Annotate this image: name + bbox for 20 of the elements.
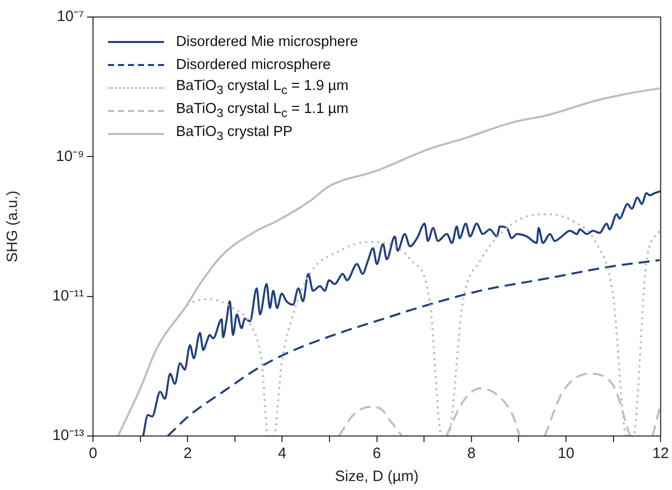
x-tick-label: 0: [88, 445, 98, 462]
x-tick-label: 4: [278, 445, 286, 462]
x-tick-label: 10: [558, 445, 574, 462]
x-axis-title: Size, D (µm): [335, 468, 419, 486]
legend-label: BaTiO$_{3}$ crystal L$_{c}$ = 1.1 µm: [176, 101, 348, 120]
y-axis-title: SHG (a.u.): [4, 190, 22, 262]
x-tick-label: 2: [183, 445, 192, 462]
x-tick-label: 6: [372, 445, 381, 462]
line-series: [142, 190, 661, 436]
x-tick-label: 12: [652, 445, 669, 462]
legend-label: BaTiO$_{3}$ crystal PP: [176, 124, 293, 143]
y-tick-label: 10⁻¹³: [52, 427, 84, 444]
y-tick-label: 10⁻⁷: [56, 8, 84, 26]
line-series: [166, 259, 661, 436]
y-tick-label: 10⁻⁹: [56, 148, 84, 165]
y-tick-label: 10⁻¹¹: [52, 287, 84, 304]
legend-label: Disordered Mie microsphere: [176, 34, 358, 50]
legend-label: Disordered microsphere: [176, 56, 331, 72]
legend-label: BaTiO$_{3}$ crystal L$_{c}$ = 1.9 µm: [176, 78, 348, 97]
x-tick-label: 8: [467, 445, 476, 462]
